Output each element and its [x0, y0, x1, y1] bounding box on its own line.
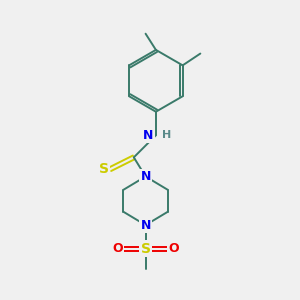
Text: O: O: [168, 242, 179, 255]
Text: N: N: [143, 129, 154, 142]
Text: H: H: [163, 130, 172, 140]
Text: S: S: [141, 242, 151, 256]
Text: O: O: [112, 242, 123, 255]
Text: N: N: [140, 219, 151, 232]
Text: S: S: [99, 162, 109, 176]
Text: N: N: [140, 170, 151, 183]
